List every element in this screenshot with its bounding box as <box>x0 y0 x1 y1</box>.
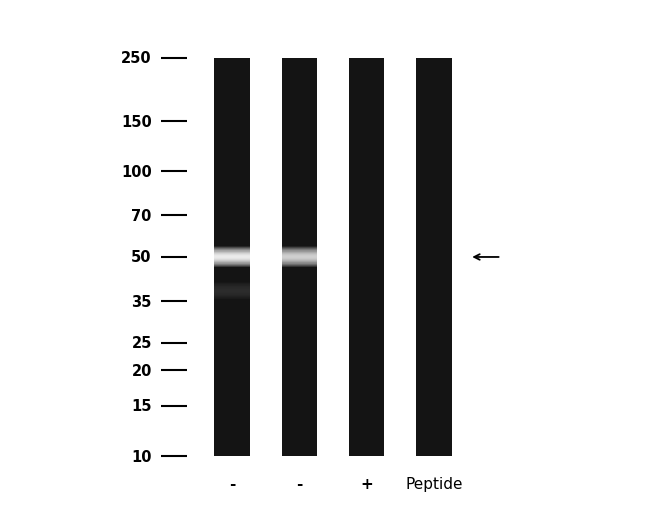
Bar <box>281 254 317 255</box>
Bar <box>281 260 317 261</box>
Bar <box>214 254 250 255</box>
Bar <box>214 289 250 290</box>
Bar <box>214 267 250 268</box>
Text: 50: 50 <box>131 250 151 265</box>
Bar <box>214 298 250 299</box>
Text: Peptide: Peptide <box>406 476 463 491</box>
Text: 15: 15 <box>131 398 151 414</box>
Bar <box>281 267 317 268</box>
Bar <box>214 258 250 259</box>
Bar <box>281 261 317 262</box>
Bar <box>214 284 250 285</box>
Bar <box>214 288 250 289</box>
Bar <box>214 291 250 292</box>
Bar <box>214 249 250 250</box>
Bar <box>214 255 250 256</box>
Bar <box>214 259 250 260</box>
Text: 20: 20 <box>131 363 151 378</box>
Text: 250: 250 <box>121 52 151 66</box>
Bar <box>214 286 250 287</box>
Bar <box>214 257 250 258</box>
Text: 35: 35 <box>131 294 151 309</box>
Bar <box>281 255 317 256</box>
Bar <box>214 292 250 293</box>
Bar <box>214 263 250 264</box>
Text: 10: 10 <box>131 448 151 464</box>
Bar <box>281 264 317 265</box>
Bar <box>214 297 250 298</box>
Bar <box>214 264 250 265</box>
Bar <box>214 248 250 249</box>
Bar <box>214 290 250 291</box>
Bar <box>281 259 317 260</box>
Bar <box>281 252 317 253</box>
Bar <box>281 246 317 247</box>
Bar <box>214 295 250 296</box>
Text: 100: 100 <box>121 165 151 179</box>
Text: 150: 150 <box>121 114 151 129</box>
Bar <box>214 294 250 295</box>
Bar <box>214 285 250 286</box>
Bar <box>214 251 250 252</box>
Bar <box>214 253 250 254</box>
Bar <box>281 257 317 258</box>
Bar <box>214 287 250 288</box>
Bar <box>214 261 250 262</box>
Bar <box>281 251 317 252</box>
Bar <box>281 262 317 263</box>
Bar <box>349 59 384 456</box>
Bar <box>214 59 250 456</box>
Bar <box>281 247 317 248</box>
Bar <box>417 59 452 456</box>
Bar <box>281 263 317 264</box>
Text: 70: 70 <box>131 209 151 223</box>
Bar <box>281 249 317 250</box>
Bar <box>214 260 250 261</box>
Bar <box>281 258 317 259</box>
Bar <box>281 253 317 254</box>
Bar <box>281 248 317 249</box>
Bar <box>214 282 250 283</box>
Bar <box>281 266 317 267</box>
Bar <box>281 256 317 257</box>
Bar <box>214 266 250 267</box>
Bar <box>214 262 250 263</box>
Bar <box>214 247 250 248</box>
Text: -: - <box>229 476 235 491</box>
Bar <box>214 265 250 266</box>
Bar <box>214 293 250 294</box>
Bar <box>214 250 250 251</box>
Text: -: - <box>296 476 302 491</box>
Text: +: + <box>360 476 373 491</box>
Bar <box>214 256 250 257</box>
Bar <box>214 296 250 297</box>
Bar <box>214 252 250 253</box>
Bar <box>281 250 317 251</box>
Text: 25: 25 <box>131 335 151 350</box>
Bar <box>214 246 250 247</box>
Bar <box>214 283 250 284</box>
Bar <box>281 265 317 266</box>
Bar <box>214 299 250 300</box>
Bar <box>281 59 317 456</box>
